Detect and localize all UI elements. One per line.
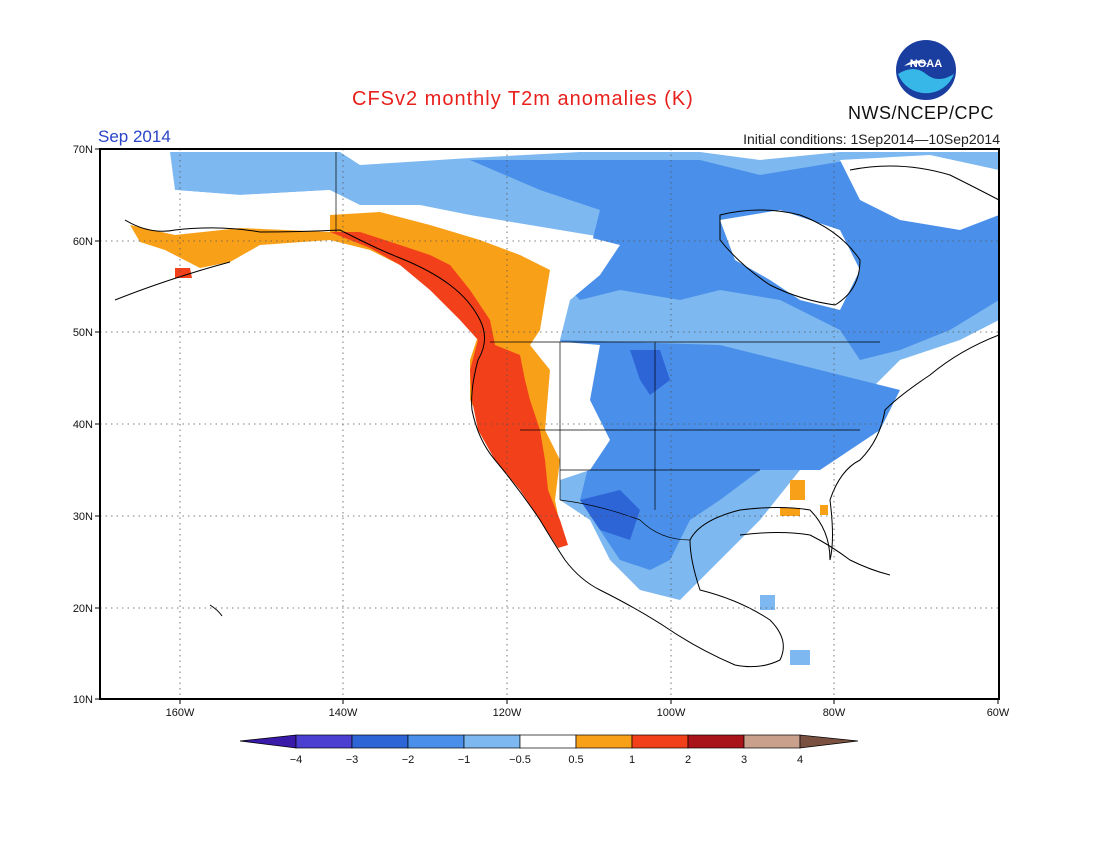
lon-label: 80W: [823, 707, 846, 719]
lat-label: 20N: [73, 603, 93, 615]
colorbar-label: −1: [458, 754, 471, 766]
borders: [335, 152, 880, 541]
white-alaska: [150, 190, 335, 238]
white-west-interior: [540, 340, 610, 480]
colorbar-label: 0.5: [568, 754, 583, 766]
colorbar-swatch: [295, 734, 353, 749]
lat-label: 70N: [73, 144, 93, 156]
cool-field-central-america: [760, 595, 810, 665]
coastlines: [114, 165, 999, 668]
colorbar-swatch: [519, 734, 577, 749]
lat-label: 30N: [73, 511, 93, 523]
noaa-logo: NOAA: [896, 40, 956, 100]
forecast-period: Sep 2014: [98, 127, 171, 146]
lat-label: 60N: [73, 236, 93, 248]
tick-marks: [95, 148, 999, 704]
initial-conditions: Initial conditions: 1Sep2014—10Sep2014: [743, 131, 1000, 147]
agency-label: NWS/NCEP/CPC: [848, 103, 995, 123]
gridlines: [100, 149, 999, 699]
anomaly-fields: [130, 152, 999, 665]
cool-field-canada-mid: [470, 160, 999, 360]
white-baffin: [840, 155, 999, 230]
warm-field-west-coast-red: [330, 232, 568, 548]
lon-label: 160W: [166, 707, 195, 719]
colorbar-label: −0.5: [509, 754, 531, 766]
lon-labels: 160W 140W 120W 100W 80W 60W: [166, 707, 1010, 719]
colorbar-swatch: [687, 734, 745, 749]
colorbar-swatch: [351, 734, 409, 749]
colorbar-swatch: [407, 734, 465, 749]
warm-field-alaska-red: [175, 268, 192, 278]
white-hudson-bay: [720, 210, 860, 310]
colorbar-label: −2: [402, 754, 415, 766]
colorbar-label: 4: [797, 754, 803, 766]
colorbar-swatch: [239, 734, 297, 749]
lon-label: 100W: [657, 707, 686, 719]
colorbar-label: −4: [290, 754, 303, 766]
lat-label: 40N: [73, 419, 93, 431]
cool-field-deep-2: [630, 350, 670, 395]
colorbar-labels: −4 −3 −2 −1 −0.5 0.5 1 2 3 4: [290, 754, 803, 766]
colorbar-label: 2: [685, 754, 691, 766]
chart-title: CFSv2 monthly T2m anomalies (K): [352, 88, 694, 110]
lon-label: 140W: [329, 707, 358, 719]
cool-field-conus: [560, 340, 900, 570]
noaa-logo-text: NOAA: [910, 58, 942, 70]
colorbar-swatch: [743, 734, 801, 749]
colorbar-swatch: [631, 734, 689, 749]
lat-label: 50N: [73, 327, 93, 339]
warm-field-southeast: [780, 480, 828, 516]
colorbar-label: 3: [741, 754, 747, 766]
lat-label: 10N: [73, 694, 93, 706]
colorbar-swatch: [575, 734, 633, 749]
colorbar-label: 1: [629, 754, 635, 766]
cool-field-deep: [580, 490, 640, 540]
lon-label: 120W: [493, 707, 522, 719]
colorbar-swatch: [463, 734, 521, 749]
warm-field-alaska: [130, 225, 330, 268]
lat-labels: 70N 60N 50N 40N 30N 20N 10N: [73, 144, 93, 706]
colorbar-label: −3: [346, 754, 359, 766]
colorbar-swatch: [799, 734, 859, 749]
lon-label: 60W: [987, 707, 1010, 719]
colorbar: [239, 734, 859, 749]
